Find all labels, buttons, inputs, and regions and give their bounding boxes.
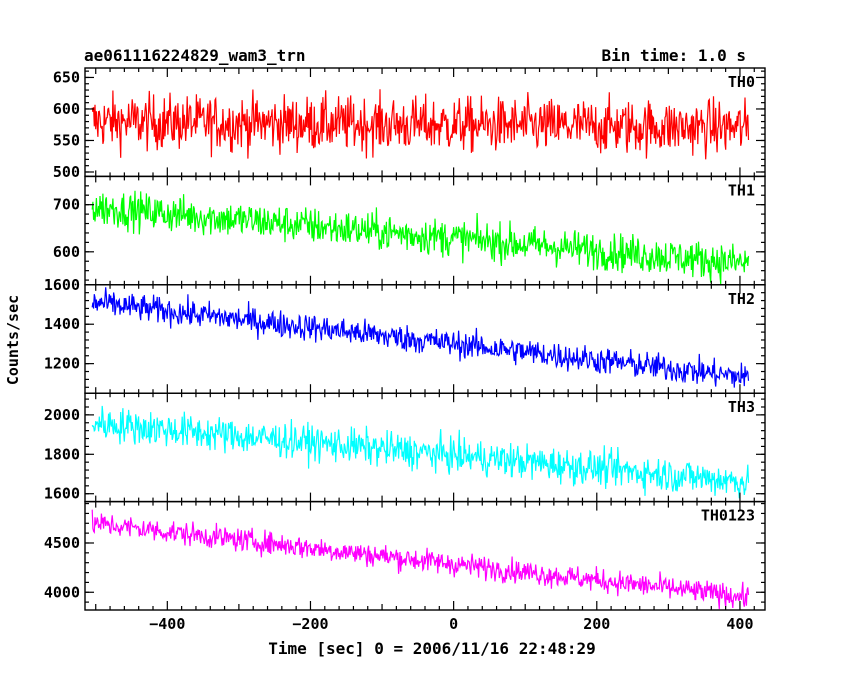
panel-th3: 1600 1800 2000 TH3 [44,392,766,503]
series-label-th2: TH2 [728,290,755,308]
y-tick-label: 1600 [44,276,80,294]
y-tick-label: 700 [53,196,80,214]
x-tick-label: 200 [583,615,610,633]
x-tick-label: 0 [449,615,458,633]
y-tick-label: 2000 [44,406,80,424]
x-axis-label: Time [sec] 0 = 2006/11/16 22:48:29 [268,639,596,658]
y-tick-label: 4500 [44,534,80,552]
series-line-th0123 [91,509,750,610]
y-tick-label: 1400 [44,315,80,333]
y-tick-label: 500 [53,163,80,181]
panel-th1: 600 700 TH1 [53,175,766,286]
x-tick-label: −200 [292,615,328,633]
y-tick-label: 4000 [44,583,80,601]
chart-title: ae061116224829_wam3_trn [84,46,306,65]
chart-subtitle: Bin time: 1.0 s [602,46,747,65]
series-label-th0123: TH0123 [701,507,755,525]
y-tick-label: 1800 [44,445,80,463]
series-label-th0: TH0 [728,73,755,91]
series-line-th1 [91,190,750,285]
series-label-th1: TH1 [728,181,755,199]
panel-th0123: 4000 4500 TH0123 [44,500,766,611]
y-tick-label: 600 [53,243,80,261]
y-tick-label: 600 [53,100,80,118]
panel-frame [84,500,766,611]
series-line-th0 [91,89,750,160]
series-label-th3: TH3 [728,398,755,416]
x-tick-label: 400 [726,615,753,633]
y-axis-label: Counts/sec [4,295,22,385]
panel-th0: 500 550 600 650 TH0 [53,67,766,181]
series-line-th2 [91,287,750,388]
panel-th2: 1200 1400 1600 TH2 [44,276,766,394]
y-tick-label: 1600 [44,485,80,503]
series-line-th3 [91,405,750,499]
y-tick-label: 1200 [44,355,80,373]
y-tick-label: 650 [53,68,80,86]
x-tick-label: −400 [149,615,185,633]
y-tick-label: 550 [53,131,80,149]
